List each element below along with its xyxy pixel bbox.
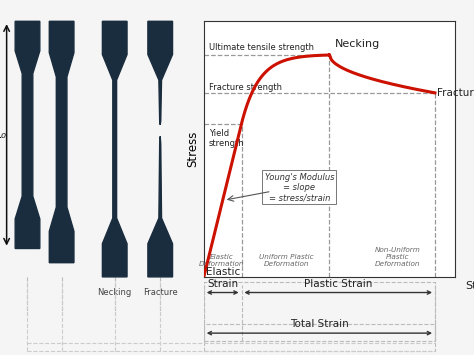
Text: Yield
strength: Yield strength xyxy=(209,129,245,148)
Text: Necking: Necking xyxy=(98,288,132,297)
Polygon shape xyxy=(148,21,173,125)
Polygon shape xyxy=(102,21,127,277)
Text: Fracture: Fracture xyxy=(438,88,474,98)
Text: Total Strain: Total Strain xyxy=(290,319,349,329)
Text: Young's Modulus
= slope
= stress/strain: Young's Modulus = slope = stress/strain xyxy=(264,173,334,202)
Text: Ultimate tensile strength: Ultimate tensile strength xyxy=(209,43,314,52)
Text: Uniform Plastic
Deformation: Uniform Plastic Deformation xyxy=(259,254,314,267)
Text: Strain: Strain xyxy=(465,281,474,291)
Text: Necking: Necking xyxy=(335,39,380,49)
Text: Fracture strength: Fracture strength xyxy=(209,83,282,92)
Polygon shape xyxy=(148,136,173,277)
Polygon shape xyxy=(49,21,74,263)
Polygon shape xyxy=(15,21,40,248)
Text: Fracture: Fracture xyxy=(143,288,178,297)
Text: Plastic Strain: Plastic Strain xyxy=(304,279,373,289)
Text: Elastic
Strain: Elastic Strain xyxy=(206,267,240,289)
Y-axis label: Stress: Stress xyxy=(187,131,200,167)
Text: Non-Uniform
Plastic
Deformation: Non-Uniform Plastic Deformation xyxy=(374,247,420,267)
Text: Elastic
Deformation: Elastic Deformation xyxy=(199,254,244,267)
Text: L₀: L₀ xyxy=(0,129,7,141)
